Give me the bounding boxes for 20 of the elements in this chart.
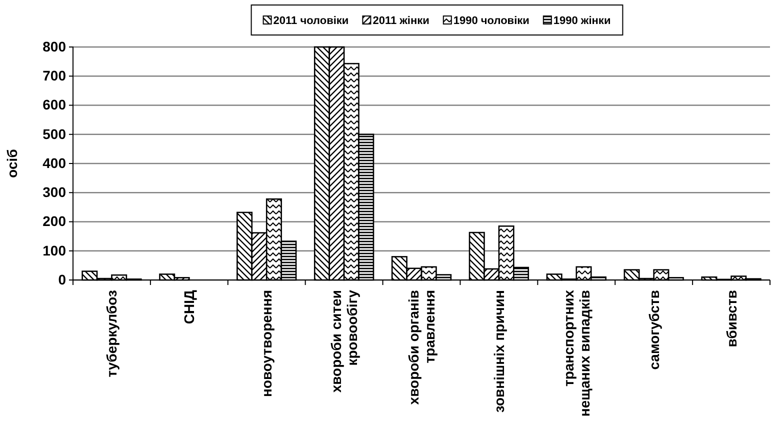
y-tick-label: 700	[42, 68, 66, 84]
x-tick-label: зовнішніх причин	[490, 290, 507, 413]
legend-label: 1990 чоловіки	[453, 15, 530, 27]
x-tick-label: вбивств	[723, 290, 740, 348]
y-tick-label: 200	[42, 213, 66, 230]
legend-label: 1990 жінки	[553, 15, 611, 27]
y-tick-label: 400	[42, 154, 66, 171]
y-tick-label: 0	[58, 271, 66, 288]
x-tick-label: самогубств	[646, 290, 662, 370]
y-axis-title: осіб	[4, 148, 20, 178]
y-tick-label: 800	[42, 38, 66, 54]
x-tick-label: туберкулбоз	[104, 290, 120, 378]
x-tick-label: СНІД	[181, 290, 198, 324]
legend-label: 2011 чоловіки	[273, 15, 349, 27]
y-tick-label: 300	[42, 184, 66, 200]
y-tick-label: 100	[42, 242, 66, 258]
y-tick-label: 600	[42, 96, 66, 113]
y-tick-label: 500	[42, 126, 66, 142]
x-tick-label: новоутворення	[258, 290, 275, 398]
legend-label: 2011 жінки	[372, 15, 430, 27]
